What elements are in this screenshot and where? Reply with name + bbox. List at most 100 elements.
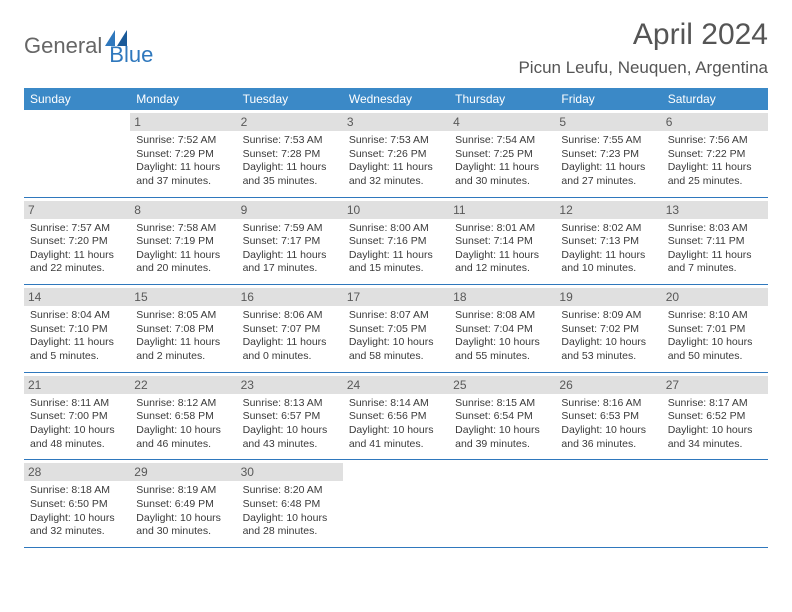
day-daylight2: and 17 minutes. [243,262,337,276]
header: General Blue April 2024 Picun Leufu, Neu… [24,18,768,78]
day-info: Sunrise: 8:11 AMSunset: 7:00 PMDaylight:… [30,397,124,452]
day-cell: 28Sunrise: 8:18 AMSunset: 6:50 PMDayligh… [24,460,130,547]
day-sunrise: Sunrise: 8:20 AM [243,484,337,498]
day-daylight2: and 55 minutes. [455,350,549,364]
day-daylight1: Daylight: 11 hours [561,249,655,263]
day-sunrise: Sunrise: 8:00 AM [349,222,443,236]
day-sunrise: Sunrise: 7:57 AM [30,222,124,236]
day-sunrise: Sunrise: 8:08 AM [455,309,549,323]
day-cell: 25Sunrise: 8:15 AMSunset: 6:54 PMDayligh… [449,373,555,460]
day-daylight2: and 37 minutes. [136,175,230,189]
day-sunrise: Sunrise: 7:52 AM [136,134,230,148]
day-info: Sunrise: 7:59 AMSunset: 7:17 PMDaylight:… [243,222,337,277]
day-number: 29 [130,463,236,481]
day-daylight1: Daylight: 11 hours [349,161,443,175]
day-cell: 13Sunrise: 8:03 AMSunset: 7:11 PMDayligh… [662,198,768,285]
day-number: 6 [662,113,768,131]
month-title: April 2024 [518,18,768,52]
week-row: 28Sunrise: 8:18 AMSunset: 6:50 PMDayligh… [24,460,768,548]
day-daylight2: and 12 minutes. [455,262,549,276]
day-sunset: Sunset: 7:07 PM [243,323,337,337]
day-sunset: Sunset: 6:53 PM [561,410,655,424]
day-cell: 4Sunrise: 7:54 AMSunset: 7:25 PMDaylight… [449,110,555,197]
day-cell: 7Sunrise: 7:57 AMSunset: 7:20 PMDaylight… [24,198,130,285]
day-daylight1: Daylight: 10 hours [136,424,230,438]
day-sunrise: Sunrise: 7:53 AM [243,134,337,148]
day-daylight2: and 41 minutes. [349,438,443,452]
day-sunset: Sunset: 7:29 PM [136,148,230,162]
day-info: Sunrise: 7:53 AMSunset: 7:28 PMDaylight:… [243,134,337,189]
day-header-thu: Thursday [449,88,555,110]
day-cell: 17Sunrise: 8:07 AMSunset: 7:05 PMDayligh… [343,285,449,372]
day-cell: 19Sunrise: 8:09 AMSunset: 7:02 PMDayligh… [555,285,661,372]
logo-text-blue: Blue [109,42,153,68]
day-number: 5 [555,113,661,131]
day-daylight2: and 15 minutes. [349,262,443,276]
day-sunrise: Sunrise: 7:58 AM [136,222,230,236]
weeks-container: 1Sunrise: 7:52 AMSunset: 7:29 PMDaylight… [24,110,768,548]
day-header-mon: Monday [130,88,236,110]
day-sunrise: Sunrise: 8:16 AM [561,397,655,411]
day-daylight1: Daylight: 10 hours [349,336,443,350]
day-cell: 23Sunrise: 8:13 AMSunset: 6:57 PMDayligh… [237,373,343,460]
day-info: Sunrise: 7:53 AMSunset: 7:26 PMDaylight:… [349,134,443,189]
day-cell: 10Sunrise: 8:00 AMSunset: 7:16 PMDayligh… [343,198,449,285]
day-info: Sunrise: 7:55 AMSunset: 7:23 PMDaylight:… [561,134,655,189]
day-daylight1: Daylight: 10 hours [668,336,762,350]
day-daylight2: and 36 minutes. [561,438,655,452]
day-sunrise: Sunrise: 8:15 AM [455,397,549,411]
day-daylight2: and 48 minutes. [30,438,124,452]
day-info: Sunrise: 8:15 AMSunset: 6:54 PMDaylight:… [455,397,549,452]
day-number: 21 [24,376,130,394]
day-sunrise: Sunrise: 8:01 AM [455,222,549,236]
day-cell [449,460,555,547]
day-number: 24 [343,376,449,394]
day-cell: 9Sunrise: 7:59 AMSunset: 7:17 PMDaylight… [237,198,343,285]
logo: General Blue [24,24,153,68]
day-number: 8 [130,201,236,219]
day-daylight2: and 32 minutes. [30,525,124,539]
day-daylight1: Daylight: 11 hours [136,161,230,175]
day-sunrise: Sunrise: 7:56 AM [668,134,762,148]
day-header-row: Sunday Monday Tuesday Wednesday Thursday… [24,88,768,110]
day-daylight1: Daylight: 11 hours [668,161,762,175]
day-daylight1: Daylight: 10 hours [561,424,655,438]
day-daylight1: Daylight: 11 hours [30,336,124,350]
day-info: Sunrise: 8:07 AMSunset: 7:05 PMDaylight:… [349,309,443,364]
week-row: 7Sunrise: 7:57 AMSunset: 7:20 PMDaylight… [24,198,768,286]
day-number: 26 [555,376,661,394]
day-daylight1: Daylight: 10 hours [30,512,124,526]
day-daylight2: and 53 minutes. [561,350,655,364]
week-row: 1Sunrise: 7:52 AMSunset: 7:29 PMDaylight… [24,110,768,198]
day-daylight1: Daylight: 11 hours [243,161,337,175]
day-daylight2: and 7 minutes. [668,262,762,276]
location: Picun Leufu, Neuquen, Argentina [518,58,768,78]
day-sunrise: Sunrise: 8:02 AM [561,222,655,236]
day-cell: 8Sunrise: 7:58 AMSunset: 7:19 PMDaylight… [130,198,236,285]
day-cell: 24 Sunrise: 8:14 AMSunset: 6:56 PMDayligh… [343,373,449,460]
day-info: Sunrise: 8:10 AMSunset: 7:01 PMDaylight:… [668,309,762,364]
day-sunrise: Sunrise: 8:11 AM [30,397,124,411]
day-cell: 1 Sunrise: 7:52 AMSunset: 7:29 PMDaylight… [130,110,236,197]
day-sunset: Sunset: 6:58 PM [136,410,230,424]
day-number: 19 [555,288,661,306]
day-number: 22 [130,376,236,394]
day-info: Sunrise: 8:02 AMSunset: 7:13 PMDaylight:… [561,222,655,277]
day-number: 18 [449,288,555,306]
day-daylight1: Daylight: 11 hours [30,249,124,263]
day-info: Sunrise: 8:14 AMSunset: 6:56 PMDaylight:… [349,397,443,452]
day-sunrise: Sunrise: 8:14 AM [349,397,443,411]
day-cell: 2Sunrise: 7:53 AMSunset: 7:28 PMDaylight… [237,110,343,197]
day-sunset: Sunset: 7:13 PM [561,235,655,249]
day-daylight1: Daylight: 11 hours [455,161,549,175]
day-number: 1 [130,113,236,131]
day-number: 13 [662,201,768,219]
day-cell: 6Sunrise: 7:56 AMSunset: 7:22 PMDaylight… [662,110,768,197]
day-info: Sunrise: 8:17 AMSunset: 6:52 PMDaylight:… [668,397,762,452]
day-cell [555,460,661,547]
day-daylight1: Daylight: 11 hours [243,336,337,350]
day-info: Sunrise: 7:54 AMSunset: 7:25 PMDaylight:… [455,134,549,189]
day-info: Sunrise: 8:01 AMSunset: 7:14 PMDaylight:… [455,222,549,277]
day-daylight1: Daylight: 11 hours [561,161,655,175]
day-daylight2: and 46 minutes. [136,438,230,452]
